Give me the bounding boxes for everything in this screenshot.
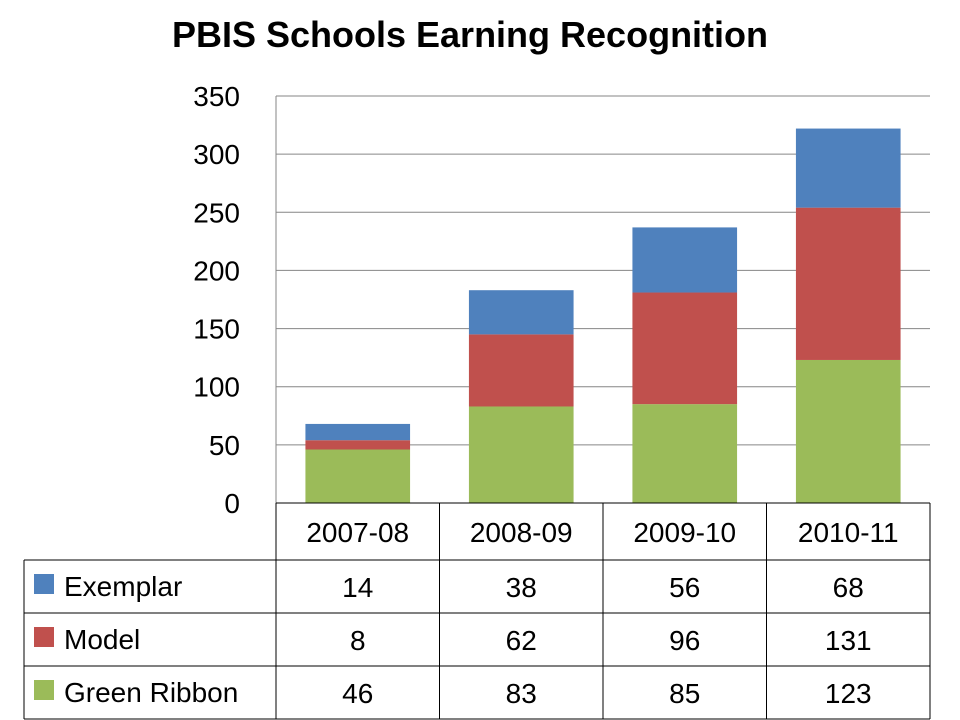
x-category-label: 2009-10 [633, 517, 736, 548]
bar-green-ribbon-2008-09 [468, 406, 574, 503]
table-value: 46 [342, 678, 373, 709]
chart-title: PBIS Schools Earning Recognition [171, 14, 769, 55]
legend-swatch [34, 627, 54, 647]
legend-series-label: Green Ribbon [64, 677, 238, 708]
y-tick-label: 0 [224, 488, 240, 519]
table-value: 62 [506, 625, 537, 656]
table-value: 83 [506, 678, 537, 709]
bar-exemplar-2009-10 [632, 227, 738, 293]
x-category-label: 2008-09 [470, 517, 573, 548]
x-category-label: 2007-08 [306, 517, 409, 548]
legend-series-label: Exemplar [64, 571, 182, 602]
y-tick-label: 250 [193, 197, 240, 228]
legend-swatch [34, 680, 54, 700]
bar-exemplar-2010-11 [795, 128, 901, 208]
y-tick-label: 150 [193, 314, 240, 345]
table-value: 8 [350, 625, 366, 656]
table-value: 38 [506, 572, 537, 603]
legend-swatch [34, 574, 54, 594]
bar-green-ribbon-2007-08 [305, 449, 411, 503]
bar-exemplar-2008-09 [468, 290, 574, 335]
table-value: 123 [825, 678, 872, 709]
data-table: 2007-08 2008-09 2009-10 2010-11 Exemplar 14 38… [23, 502, 931, 720]
bar-model-2008-09 [468, 334, 574, 407]
bar-model-2010-11 [795, 207, 901, 360]
y-tick-label: 200 [193, 255, 240, 286]
bar-model-2007-08 [305, 440, 411, 450]
y-tick-label: 300 [193, 139, 240, 170]
x-category-label: 2010-11 [798, 517, 899, 548]
table-value: 85 [669, 678, 700, 709]
bar-exemplar-2007-08 [305, 423, 411, 441]
bar-model-2009-10 [632, 292, 738, 405]
table-value: 68 [833, 572, 864, 603]
y-tick-label: 350 [193, 81, 240, 112]
table-value: 56 [669, 572, 700, 603]
y-tick-label: 100 [193, 372, 240, 403]
bar-green-ribbon-2009-10 [632, 404, 738, 503]
bar-green-ribbon-2010-11 [795, 359, 901, 503]
legend-series-label: Model [64, 624, 140, 655]
table-value: 131 [825, 625, 872, 656]
y-tick-label: 50 [209, 430, 240, 461]
bars [305, 128, 901, 503]
table-value: 14 [342, 572, 373, 603]
y-axis-tick-labels: 0 50 100 150 200 250 300 350 [193, 81, 240, 519]
table-value: 96 [669, 625, 700, 656]
